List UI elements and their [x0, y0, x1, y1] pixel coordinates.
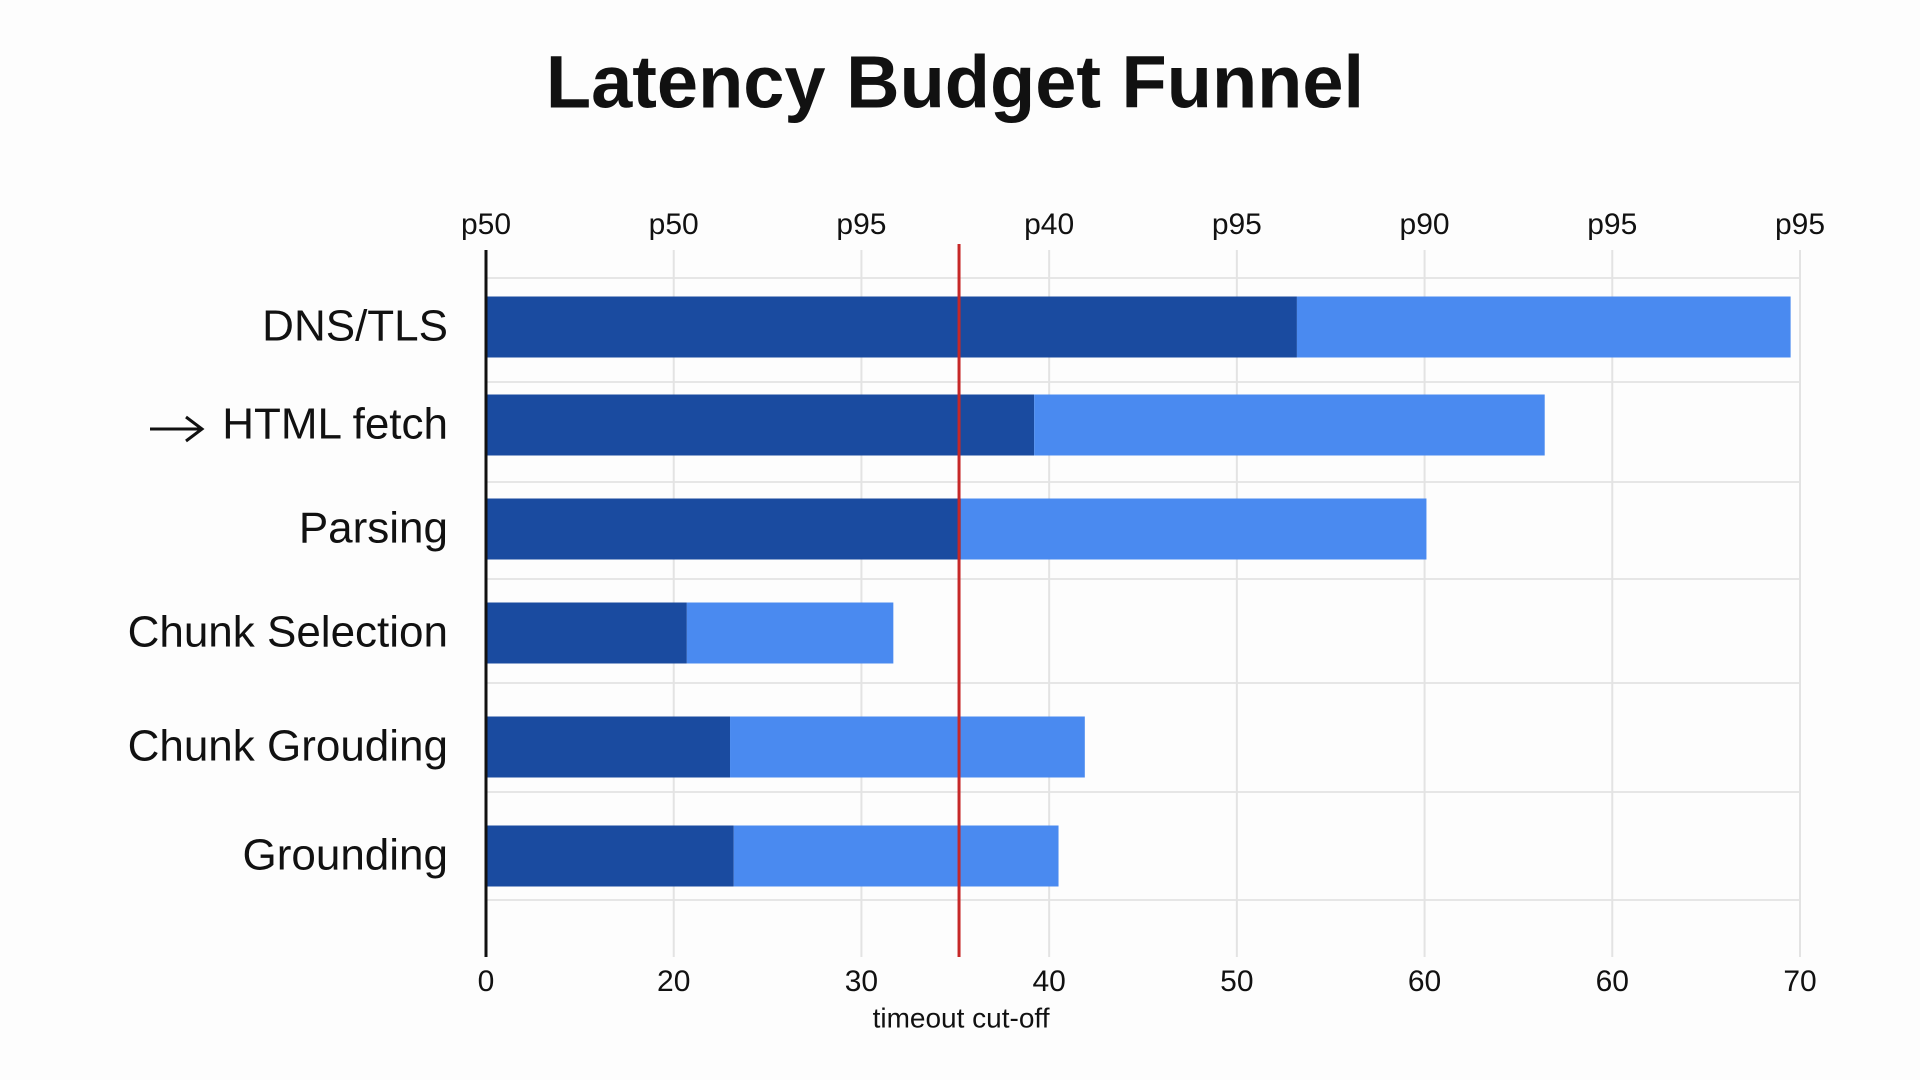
bar-segment — [486, 602, 687, 664]
bar-segment — [486, 296, 1297, 358]
x-tick-label: 0 — [478, 965, 495, 998]
y-tick-label: DNS/TLS — [262, 302, 448, 351]
bar-segment — [1296, 296, 1791, 358]
bar-segment — [686, 602, 894, 664]
top-tick-label: p50 — [461, 208, 511, 241]
top-tick-label: p95 — [1212, 208, 1262, 241]
threshold-label: timeout cut-off — [873, 1002, 1050, 1033]
y-tick-label: Chunk Grouding — [128, 722, 448, 771]
top-tick-label: p95 — [1587, 208, 1637, 241]
x-tick-label: 20 — [657, 965, 690, 998]
top-tick-label: p50 — [649, 208, 699, 241]
x-tick-label: 60 — [1408, 965, 1441, 998]
x-tick-label: 40 — [1032, 965, 1065, 998]
arrow-marker — [150, 415, 205, 443]
top-tick-label: p40 — [1024, 208, 1074, 241]
x-tick-label: 50 — [1220, 965, 1253, 998]
y-tick-label: Grounding — [243, 831, 448, 880]
y-tick-label: HTML fetch — [222, 400, 448, 449]
bar-segment — [733, 825, 1059, 887]
x-tick-label: 30 — [845, 965, 878, 998]
x-tick-label: 70 — [1783, 965, 1816, 998]
bar-segment — [960, 498, 1427, 560]
bar-segment — [730, 716, 1085, 778]
x-tick-label: 60 — [1596, 965, 1629, 998]
bar-segment — [486, 825, 734, 887]
y-tick-label: Parsing — [299, 504, 448, 553]
top-tick-label: p95 — [1775, 208, 1825, 241]
y-tick-label: Chunk Selection — [128, 608, 448, 657]
top-tick-label: p95 — [836, 208, 886, 241]
top-tick-label: p90 — [1400, 208, 1450, 241]
bar-segment — [486, 394, 1035, 456]
bar-segment — [486, 716, 731, 778]
chart-title: Latency Budget Funnel — [546, 41, 1364, 124]
bar-segment — [1034, 394, 1545, 456]
bar-segment — [486, 498, 961, 560]
